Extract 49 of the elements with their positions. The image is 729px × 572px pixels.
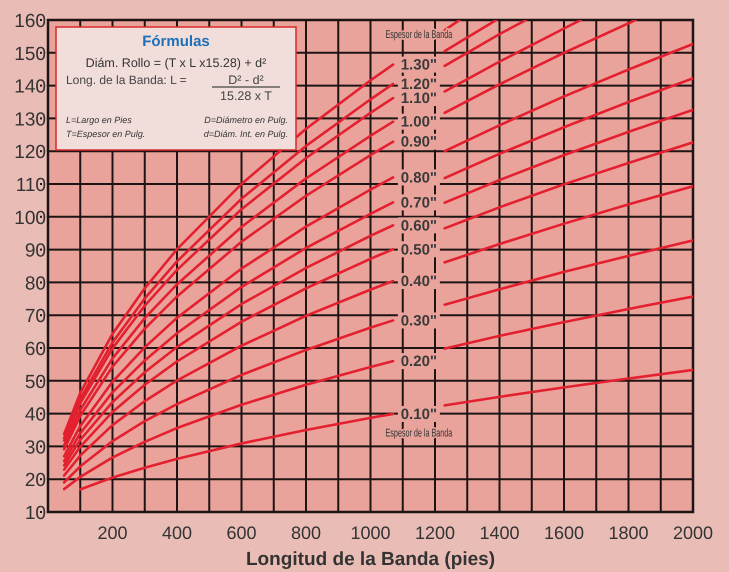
x-tick-label: 800 — [290, 523, 322, 543]
series-label: 1.20" — [400, 76, 438, 93]
series-label: 1.00" — [400, 114, 438, 131]
series-label: 0.20" — [400, 353, 438, 370]
x-tick-label: 1600 — [544, 523, 584, 543]
series-label: 0.40" — [400, 273, 438, 290]
y-tick-label: 20 — [24, 470, 46, 492]
y-tick-label: 100 — [14, 208, 46, 229]
y-tick-label: 10 — [24, 503, 46, 524]
x-tick-label: 200 — [97, 523, 128, 543]
y-tick-label: 150 — [14, 44, 46, 65]
series-label: 0.80" — [400, 169, 438, 186]
y-tick-label: 90 — [24, 240, 46, 262]
annotation: Long. de la Banda: L = — [66, 73, 187, 87]
y-tick-label: 140 — [14, 76, 46, 98]
series-label: 0.90" — [400, 134, 438, 151]
annotation: 15.28 x T — [220, 89, 272, 103]
y-tick-label: 130 — [14, 109, 46, 130]
x-tick-label: 1800 — [608, 523, 649, 543]
x-tick-label: 1000 — [350, 523, 391, 543]
x-tick-label: 2000 — [672, 523, 714, 543]
annotation: Diám. Rollo = (T x L x15.28) + d² — [86, 56, 266, 70]
series-label: 0.70" — [400, 194, 438, 212]
y-tick-label: 50 — [24, 372, 46, 393]
series-label: 0.60" — [400, 217, 438, 234]
series-label: 0.10" — [400, 406, 438, 423]
x-tick-label: 1200 — [414, 523, 456, 543]
y-tick-label: 120 — [14, 142, 46, 164]
annotation: D=Diámetro en Pulg. — [204, 115, 288, 125]
y-tick-label: 70 — [24, 306, 46, 328]
annotation: d=Diám. Int. en Pulg. — [204, 129, 288, 139]
annotation: D² - d² — [228, 73, 264, 87]
annotation: T=Espesor en Pulg. — [66, 129, 146, 139]
y-tick-label: 80 — [24, 273, 46, 294]
y-tick-label: 160 — [14, 11, 46, 32]
y-tick-label: 30 — [24, 437, 46, 458]
series-label: 0.50" — [400, 241, 438, 258]
x-tick-label: 1400 — [479, 523, 520, 543]
series-label: 1.10" — [400, 90, 438, 108]
y-tick-label: 110 — [16, 175, 46, 196]
annotation: L=Largo en Pies — [66, 115, 132, 125]
series-label: 1.30" — [400, 56, 438, 74]
series-label: 0.30" — [400, 312, 438, 330]
y-tick-label: 40 — [24, 404, 46, 426]
annotation: Fórmulas — [142, 33, 210, 50]
x-tick-label: 400 — [162, 523, 192, 543]
x-tick-label: 600 — [226, 523, 257, 543]
x-axis-title: Longitud de la Banda (pies) — [246, 549, 496, 570]
y-tick-label: 60 — [24, 339, 46, 360]
